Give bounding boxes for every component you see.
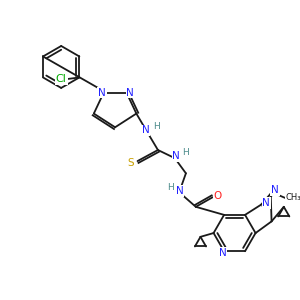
Text: H: H — [153, 122, 160, 131]
Text: N: N — [126, 88, 134, 98]
Text: S: S — [128, 158, 134, 167]
Text: N: N — [262, 198, 270, 208]
Text: Cl: Cl — [56, 74, 67, 84]
Text: N: N — [172, 151, 180, 161]
Text: N: N — [98, 88, 106, 98]
Text: O: O — [214, 191, 222, 201]
Text: N: N — [271, 185, 279, 195]
Text: N: N — [219, 248, 226, 258]
Text: H: H — [167, 182, 174, 191]
Text: CH₃: CH₃ — [286, 194, 300, 202]
Text: N: N — [176, 186, 184, 196]
Text: H: H — [182, 148, 189, 157]
Text: N: N — [142, 125, 150, 136]
